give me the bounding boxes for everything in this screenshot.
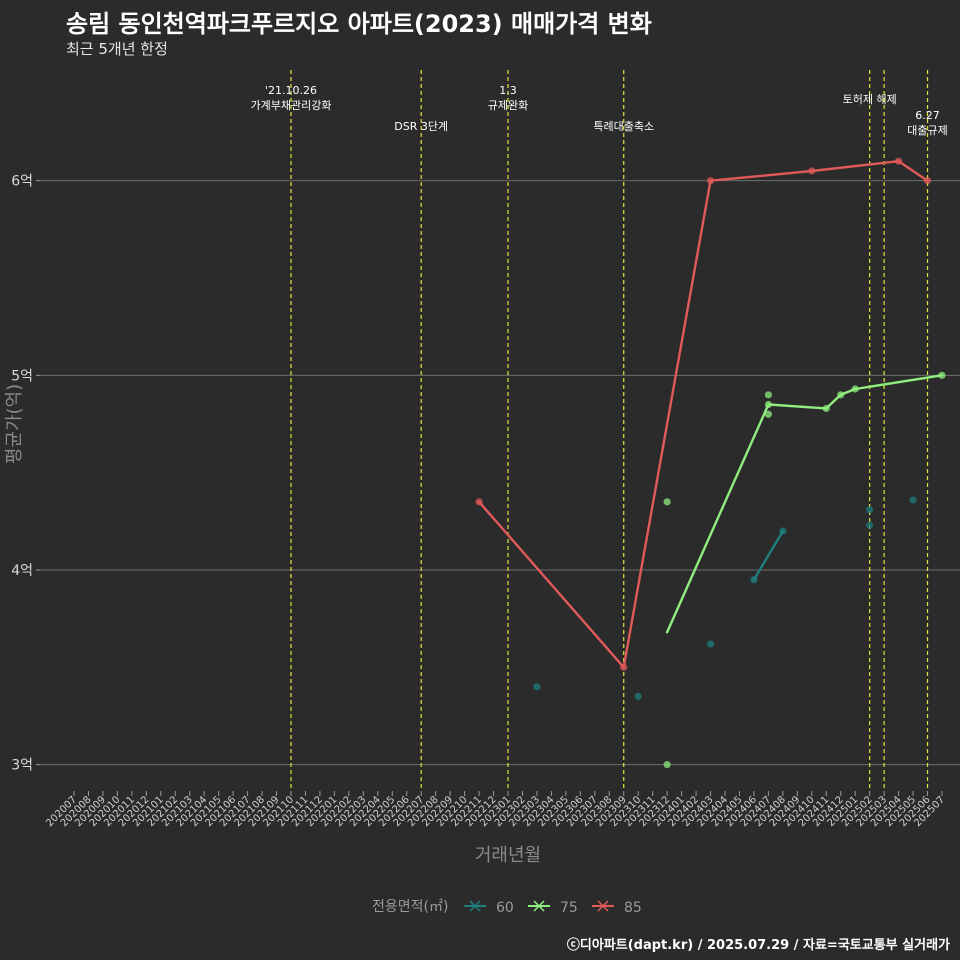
data-point-75 [938,371,946,379]
data-point-85 [620,663,628,671]
legend-item-60: 60 [464,900,514,916]
data-point-60 [779,527,787,535]
chart-caption: ⓒ디아파트(dapt.kr) / 2025.07.29 / 자료=국토교통부 실… [566,938,950,953]
data-point-75 [837,391,845,399]
series-line-75 [665,374,944,634]
data-point-75 [822,404,830,413]
legend-label: 60 [496,900,514,916]
data-point-75 [663,498,671,506]
data-point-60 [750,576,758,584]
event-label: 토허제 해제 [843,92,897,106]
legend-label: 75 [560,900,578,916]
y-tick-label: 4억 [11,563,33,579]
data-point-60 [706,640,715,648]
y-axis-title: 평균가(억) [4,384,25,464]
legend-title: 전용면적(㎡) [372,899,448,915]
data-point-75 [663,761,671,769]
chart-subtitle: 최근 5개년 한정 [66,40,168,58]
legend-label: 85 [624,900,642,916]
event-label: 1.3 규제완화 [488,84,528,112]
legend-key-mark [533,900,545,912]
data-point-75 [851,385,859,393]
y-tick-label: 3억 [11,758,33,774]
series-line-60 [752,529,785,581]
series-line-85 [477,159,929,669]
data-point-75 [764,391,773,399]
legend-item-75: 75 [528,900,578,916]
event-label: '21.10.26 가계부채관리강화 [251,84,332,112]
data-point-60 [533,683,541,691]
y-tick-label: 5억 [11,368,33,384]
event-label: DSR 3단계 [394,120,448,133]
data-point-75 [764,400,773,409]
legend-key-mark [597,900,609,912]
data-point-85 [895,157,903,165]
data-point-85 [475,498,483,506]
event-label: 6.27 대출규제 [907,109,947,137]
data-point-60 [866,506,874,514]
chart-title: 송림 동인천역파크푸르지오 아파트(2023) 매매가격 변화 [66,10,652,38]
legend-item-85: 85 [592,900,642,916]
data-point-60 [909,496,917,504]
data-point-60 [866,521,874,529]
data-point-75 [764,410,773,418]
data-point-60 [634,692,642,701]
data-point-85 [923,177,932,185]
data-point-85 [706,177,715,185]
legend-key-mark [469,900,481,912]
y-tick-label: 6억 [11,174,33,190]
event-label: 특례대출축소 [593,120,654,133]
data-point-85 [808,167,816,175]
x-axis-title: 거래년월 [475,845,541,866]
